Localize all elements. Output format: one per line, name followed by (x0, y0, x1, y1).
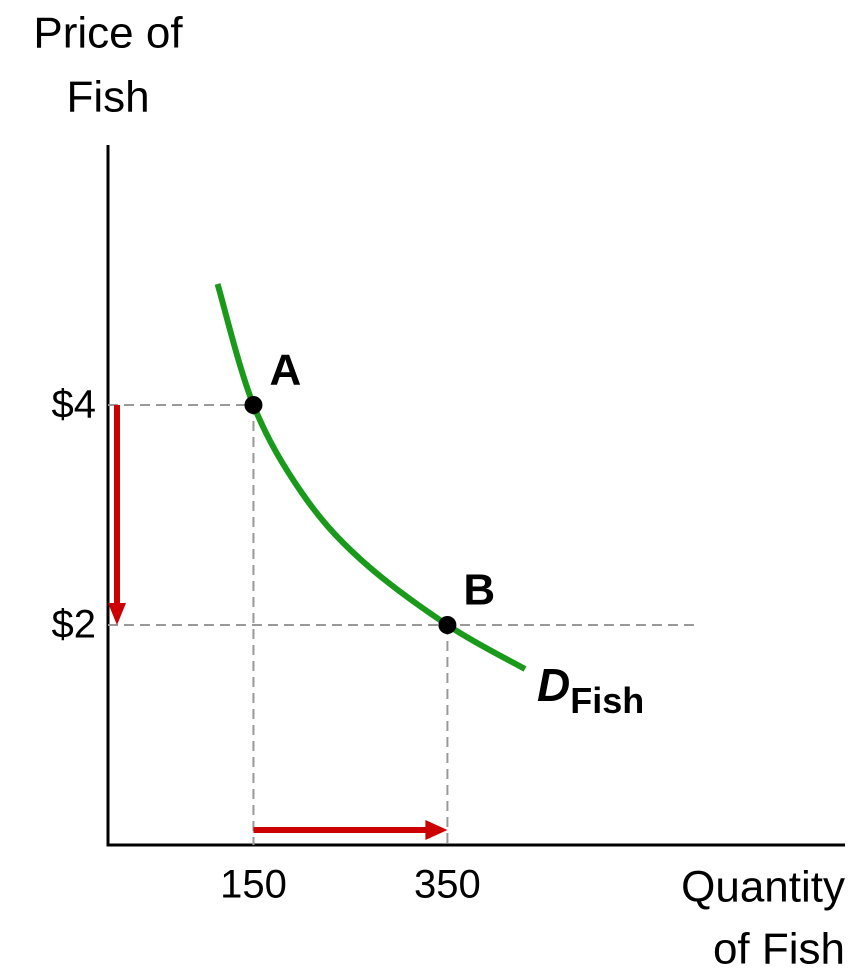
y-axis-title: Price of (33, 9, 183, 58)
x-tick-label: 150 (220, 863, 287, 907)
x-axis-title: of Fish (713, 925, 845, 974)
x-tick-label: 350 (414, 863, 481, 907)
y-tick-label: $2 (52, 603, 97, 647)
y-axis-title: Fish (66, 73, 149, 122)
y-tick-label: $4 (52, 383, 97, 427)
point (438, 616, 457, 634)
quantity-arrow-head (425, 820, 448, 840)
point-label: A (269, 346, 301, 395)
point-label: B (463, 566, 495, 615)
curve-label-main: D (537, 659, 570, 711)
x-axis-title: Quantity (681, 863, 845, 912)
point (244, 396, 263, 414)
curve-label: DFish (537, 659, 644, 720)
price-arrow-head (108, 603, 126, 625)
curve-label-sub: Fish (570, 680, 644, 721)
